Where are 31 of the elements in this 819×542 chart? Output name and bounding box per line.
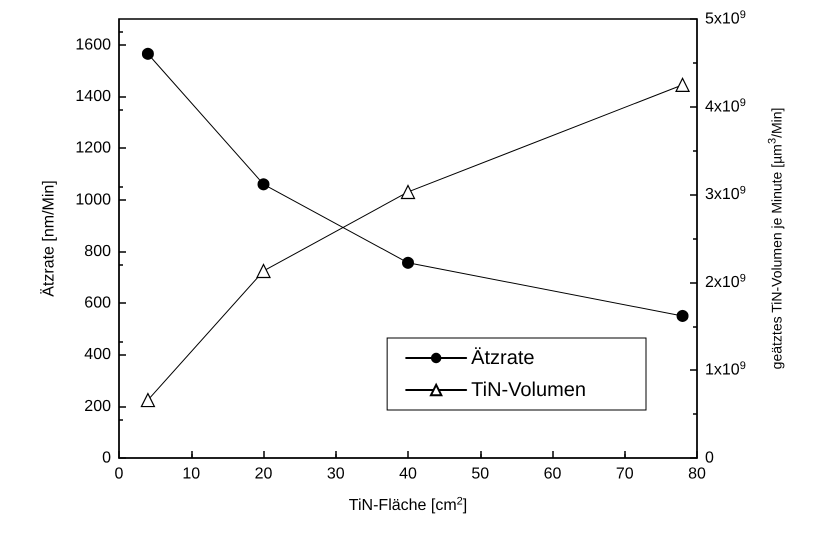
x-tick-label: 50 (471, 466, 490, 482)
y-tick-label: 1400 (75, 88, 112, 105)
x-tick-label: 20 (254, 466, 272, 482)
y2-axis-title: geätztes TiN-Volumen je Minute [µm3/Min] (766, 108, 784, 370)
x-tick-label: 0 (114, 466, 124, 482)
point (675, 78, 690, 92)
y-tick-label: 1200 (75, 140, 112, 157)
legend-label: TiN-Volumen (471, 379, 586, 401)
point (258, 178, 270, 190)
point (256, 264, 271, 278)
legend-label: Ätzrate (471, 347, 535, 369)
y-tick-label: 1000 (75, 191, 112, 208)
y-tick-label: 600 (84, 294, 112, 312)
y-tick-label: 400 (84, 346, 112, 364)
point (140, 392, 155, 408)
y-axis-title: Ätzrate [nm/Min] (40, 180, 58, 297)
x-tick-label: 10 (182, 466, 200, 482)
point (676, 310, 689, 322)
point (142, 48, 154, 60)
y2-tick-label: 0 (705, 450, 714, 466)
x-tick-label: 60 (544, 466, 562, 482)
point (402, 256, 414, 269)
x-tick-label: 70 (616, 466, 634, 482)
y-tick-label: 800 (84, 242, 112, 260)
x-tick-label: 80 (688, 466, 706, 482)
x-tick-label: 30 (326, 466, 345, 482)
y-tick-label: 200 (84, 398, 112, 415)
y-tick-label: 0 (102, 450, 112, 466)
x-tick-label: 40 (399, 466, 417, 482)
y-tick-label: 1600 (75, 36, 112, 54)
point (400, 184, 416, 200)
